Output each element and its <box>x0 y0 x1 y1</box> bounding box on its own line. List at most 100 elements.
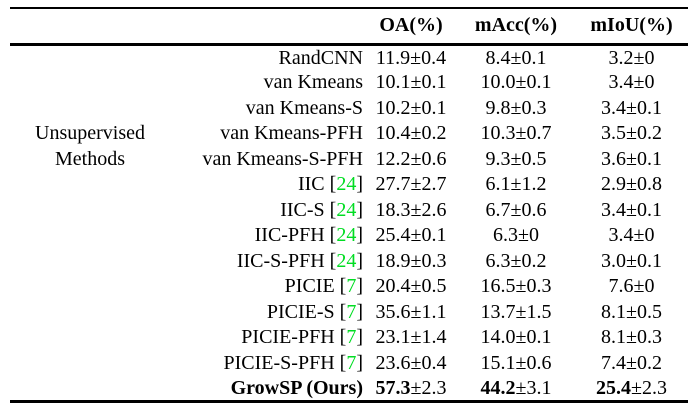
macc-value: 6.3±0 <box>493 224 539 247</box>
macc-value: 9.8±0.3 <box>485 96 547 119</box>
column-header-macc: mAcc(%) <box>457 8 575 46</box>
method-cell: PICIE-S [7] <box>266 300 363 323</box>
table-row: IIC-S [24] 18.3±2.6 6.7±0.6 3.4±0.1 <box>10 198 688 224</box>
macc-value: 10.0±0.1 <box>480 71 552 94</box>
miou-value: 8.1±0.3 <box>601 326 662 349</box>
miou-value: 3.4±0.1 <box>601 198 662 221</box>
table-body: RandCNN 11.9±0.4 8.4±0.1 3.2±0 van Kmeans 10.… <box>10 45 688 402</box>
method-name: GrowSP (Ours) <box>230 376 363 399</box>
table-row: PICIE-PFH [7] 23.1±1.4 14.0±0.1 8.1±0.3 <box>10 325 688 351</box>
group-label-cell <box>10 172 170 198</box>
citation-link[interactable]: 7 <box>346 326 357 349</box>
group-label-cell <box>10 376 170 402</box>
table-row: van Kmeans 10.1±0.1 10.0±0.1 3.4±0 <box>10 70 688 96</box>
method-cell: van Kmeans <box>170 70 365 96</box>
citation-link[interactable]: 24 <box>336 249 357 272</box>
method-cell: IIC [24] <box>297 173 363 196</box>
method-cell: van Kmeans-S-PFH <box>170 147 365 173</box>
oa-value: 35.6±1.1 <box>375 300 447 323</box>
results-table: OA(%) mAcc(%) mIoU(%) RandCNN 11.9±0.4 8.4… <box>10 7 688 403</box>
miou-value: 3.4±0 <box>608 71 655 94</box>
table-row: PICIE-S-PFH [7] 23.6±0.4 15.1±0.6 7.4±0.2 <box>10 351 688 377</box>
table-row: PICIE-S [7] 35.6±1.1 13.7±1.5 8.1±0.5 <box>10 300 688 326</box>
method-name: PICIE-PFH <box>241 326 335 349</box>
oa-value: 20.4±0.5 <box>375 275 447 298</box>
miou-value: 25.4±2.3 <box>596 376 667 399</box>
group-label-cell <box>10 325 170 351</box>
method-cell: van Kmeans-PFH <box>170 121 365 147</box>
citation-link[interactable]: 24 <box>336 224 357 247</box>
miou-value: 3.6±0.1 <box>601 147 662 170</box>
method-cell: IIC-S-PFH [24] <box>236 249 363 272</box>
method-cell: PICIE-PFH [7] <box>241 326 363 349</box>
method-cell: PICIE-S-PFH [7] <box>223 351 363 374</box>
method-name: IIC-PFH <box>254 224 325 247</box>
method-name: IIC <box>297 173 325 196</box>
method-name: IIC-S <box>280 198 325 221</box>
oa-value: 23.1±1.4 <box>375 326 447 349</box>
citation-link[interactable]: 24 <box>336 173 357 196</box>
miou-value: 3.4±0 <box>608 224 655 247</box>
method-name: IIC-S-PFH <box>236 249 325 272</box>
value-main: 44.2 <box>480 376 516 399</box>
macc-value: 10.3±0.7 <box>480 122 552 145</box>
macc-value: 15.1±0.6 <box>480 351 552 374</box>
value-main: 25.4 <box>596 376 631 399</box>
method-cell: IIC-S [24] <box>280 198 363 221</box>
oa-value: 25.4±0.1 <box>375 224 447 247</box>
macc-value: 14.0±0.1 <box>480 326 552 349</box>
oa-value: 18.9±0.3 <box>375 249 447 272</box>
method-name: van Kmeans-S <box>245 96 363 119</box>
macc-value: 6.3±0.2 <box>485 249 547 272</box>
method-name: PICIE-S <box>266 300 335 323</box>
citation-link[interactable]: 7 <box>346 300 357 323</box>
column-header-oa: OA(%) <box>365 8 457 46</box>
oa-value: 10.4±0.2 <box>375 122 447 145</box>
citation-link[interactable]: 24 <box>336 198 357 221</box>
miou-value: 3.2±0 <box>608 46 655 69</box>
column-header-miou: mIoU(%) <box>575 8 688 46</box>
group-label-cell <box>10 96 170 122</box>
miou-value: 3.5±0.2 <box>601 122 662 145</box>
method-name: van Kmeans <box>263 71 363 94</box>
miou-value: 3.0±0.1 <box>601 249 662 272</box>
macc-value: 16.5±0.3 <box>480 275 552 298</box>
table-row: Methods van Kmeans-S-PFH 12.2±0.6 9.3±0.5 3.… <box>10 147 688 173</box>
macc-value: 6.7±0.6 <box>485 198 547 221</box>
table-row: van Kmeans-S 10.2±0.1 9.8±0.3 3.4±0.1 <box>10 96 688 122</box>
table-header: OA(%) mAcc(%) mIoU(%) <box>10 8 688 46</box>
method-cell: PICIE [7] <box>284 275 363 298</box>
table-row: PICIE [7] 20.4±0.5 16.5±0.3 7.6±0 <box>10 274 688 300</box>
oa-value: 23.6±0.4 <box>375 351 447 374</box>
method-name: van Kmeans-S-PFH <box>202 147 363 170</box>
oa-value: 18.3±2.6 <box>375 198 447 221</box>
method-name: PICIE <box>284 275 335 298</box>
table-row: Unsupervised van Kmeans-PFH 10.4±0.2 10.3±0… <box>10 121 688 147</box>
miou-value: 3.4±0.1 <box>601 96 662 119</box>
macc-value: 9.3±0.5 <box>485 147 547 170</box>
citation-link[interactable]: 7 <box>346 351 357 374</box>
citation-link[interactable]: 7 <box>346 275 357 298</box>
oa-value: 12.2±0.6 <box>375 147 447 170</box>
group-label-cell <box>10 274 170 300</box>
group-label-cell <box>10 223 170 249</box>
group-label-cell <box>10 70 170 96</box>
oa-value: 10.2±0.1 <box>375 96 447 119</box>
macc-value: 13.7±1.5 <box>480 300 552 323</box>
group-label-cell <box>10 351 170 377</box>
method-cell: RandCNN <box>170 45 365 71</box>
method-cell: GrowSP (Ours) <box>170 376 365 402</box>
group-label-cell <box>10 198 170 224</box>
miou-value: 8.1±0.5 <box>601 300 662 323</box>
method-name: PICIE-S-PFH <box>223 351 335 374</box>
header-row: OA(%) mAcc(%) mIoU(%) <box>10 8 688 46</box>
method-cell: van Kmeans-S <box>170 96 365 122</box>
miou-value: 7.6±0 <box>608 275 655 298</box>
table-row: GrowSP (Ours) 57.3±2.3 44.2±3.1 25.4±2.3 <box>10 376 688 402</box>
group-label-cell <box>10 249 170 275</box>
table-row: IIC-PFH [24] 25.4±0.1 6.3±0 3.4±0 <box>10 223 688 249</box>
header-spacer-group <box>10 8 170 46</box>
table-row: IIC-S-PFH [24] 18.9±0.3 6.3±0.2 3.0±0.1 <box>10 249 688 275</box>
value-main: 57.3 <box>375 376 411 399</box>
group-label-cell: Unsupervised <box>35 122 145 145</box>
